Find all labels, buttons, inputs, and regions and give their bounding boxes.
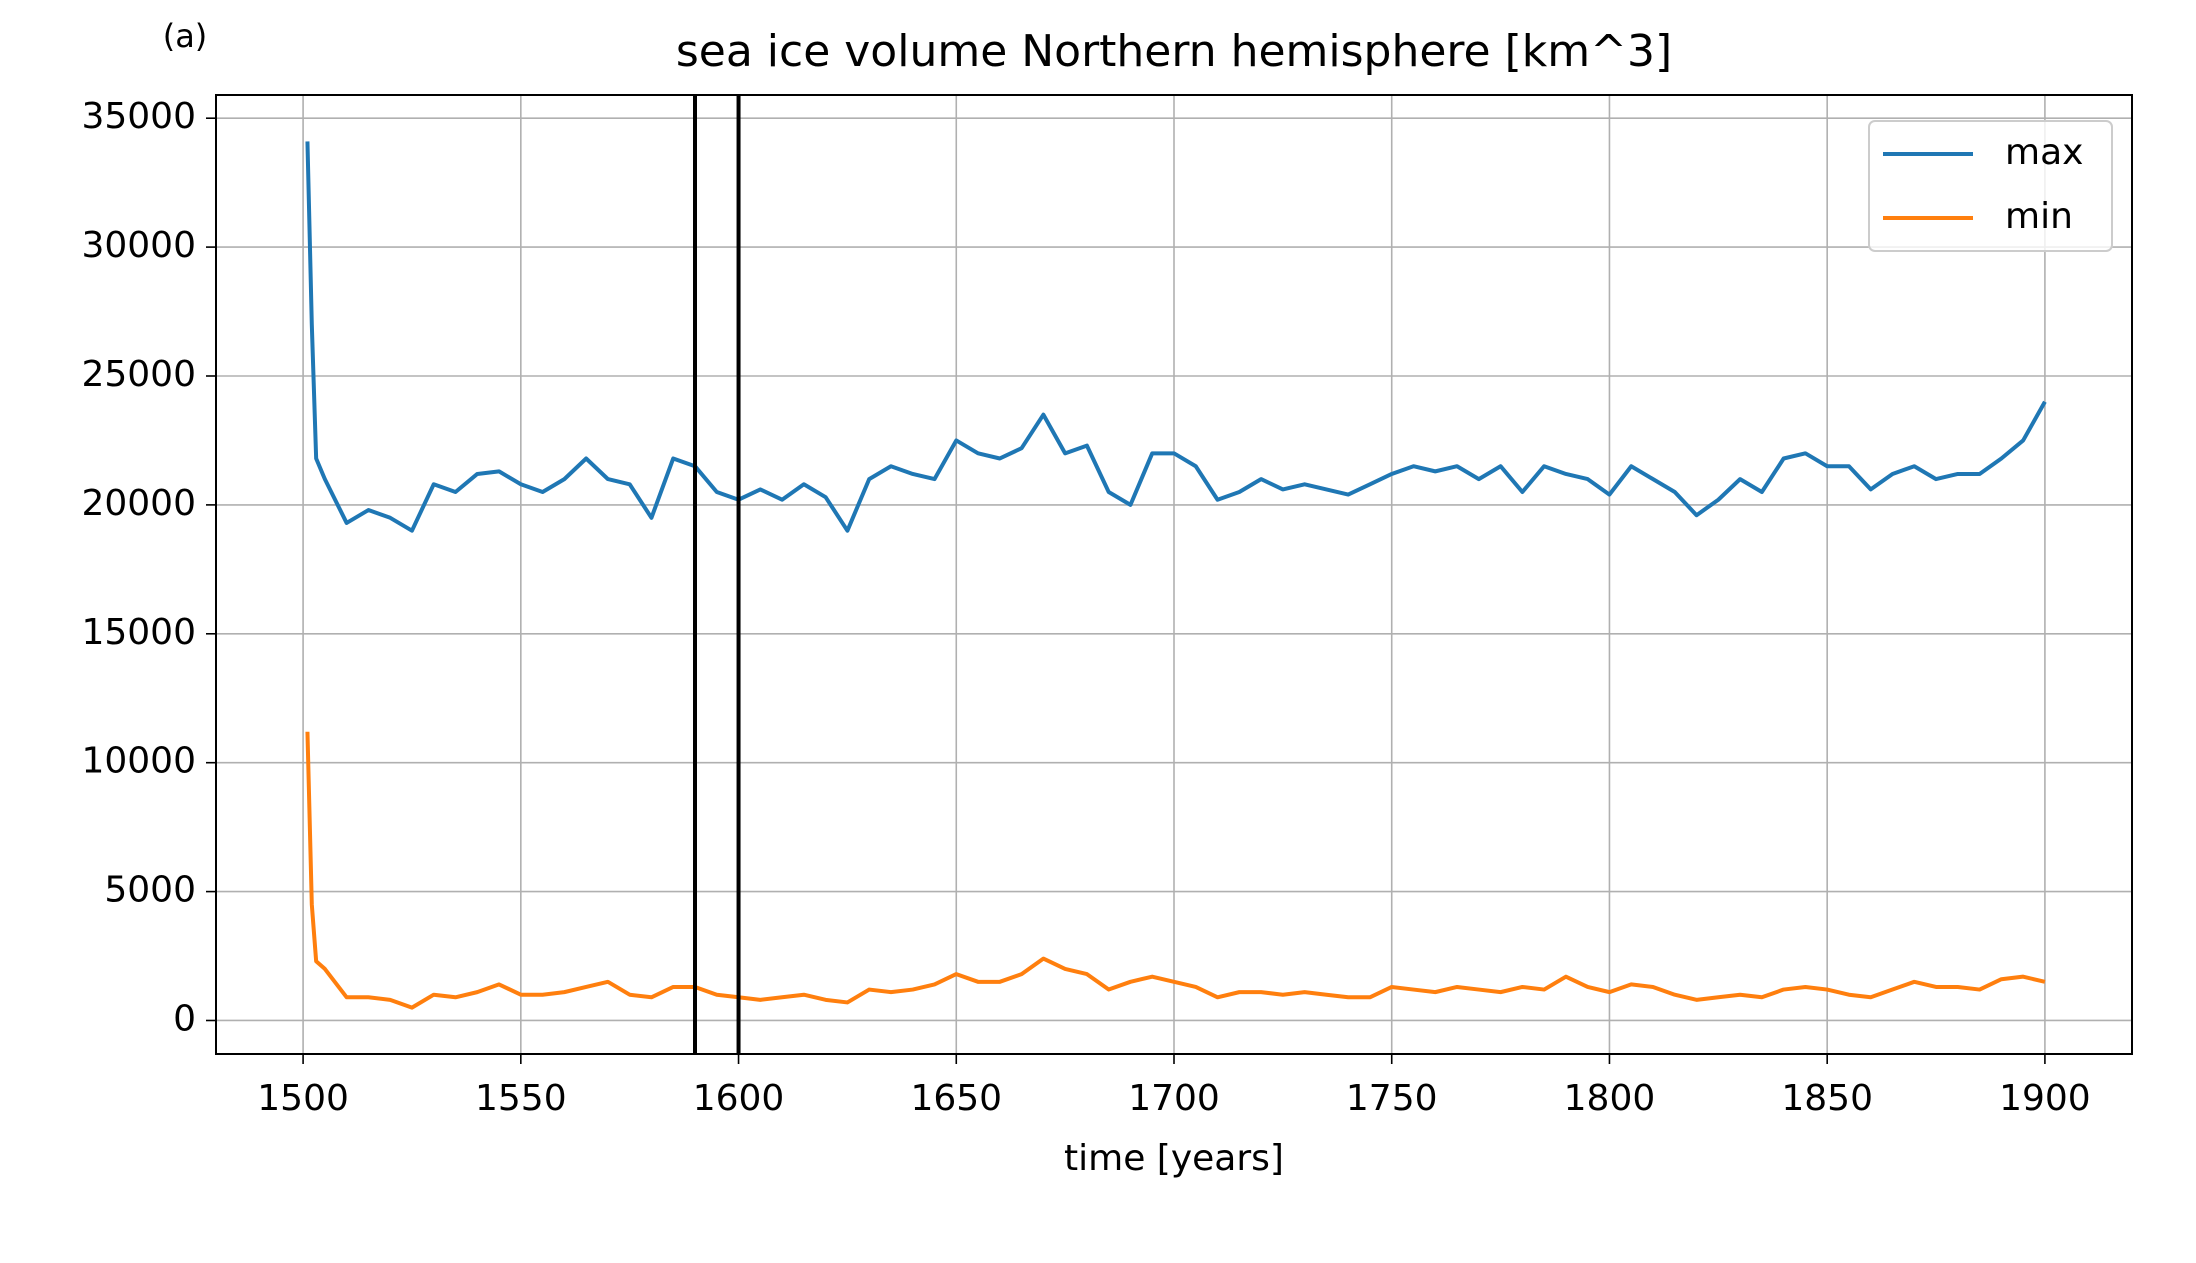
y-tick-label: 5000 (104, 870, 196, 911)
plot-frame (215, 94, 2133, 1055)
legend-label: min (2005, 196, 2073, 237)
x-tick-label: 1600 (693, 1078, 785, 1119)
y-tick-label: 25000 (81, 354, 196, 395)
x-tick-label: 1500 (257, 1078, 349, 1119)
legend-label: max (2005, 132, 2083, 173)
x-tick-label: 1650 (910, 1078, 1002, 1119)
x-tick-label: 1850 (1781, 1078, 1873, 1119)
x-axis-label: time [years] (1064, 1138, 1284, 1179)
y-tick-label: 10000 (81, 741, 196, 782)
x-tick-label: 1700 (1128, 1078, 1220, 1119)
y-tick-label: 0 (173, 998, 196, 1039)
x-tick-label: 1750 (1346, 1078, 1438, 1119)
x-tick-label: 1550 (475, 1078, 567, 1119)
y-tick-label: 30000 (81, 225, 196, 266)
data-line (305, 141, 2047, 533)
x-tick-label: 1900 (1999, 1078, 2091, 1119)
x-tick-label: 1800 (1564, 1078, 1656, 1119)
panel-label: (a) (163, 17, 208, 55)
y-tick-label: 35000 (81, 96, 196, 137)
y-tick-label: 20000 (81, 483, 196, 524)
y-tick-label: 15000 (81, 612, 196, 653)
chart-title: sea ice volume Northern hemisphere [km^3… (676, 26, 1672, 77)
data-line (305, 731, 2046, 1010)
